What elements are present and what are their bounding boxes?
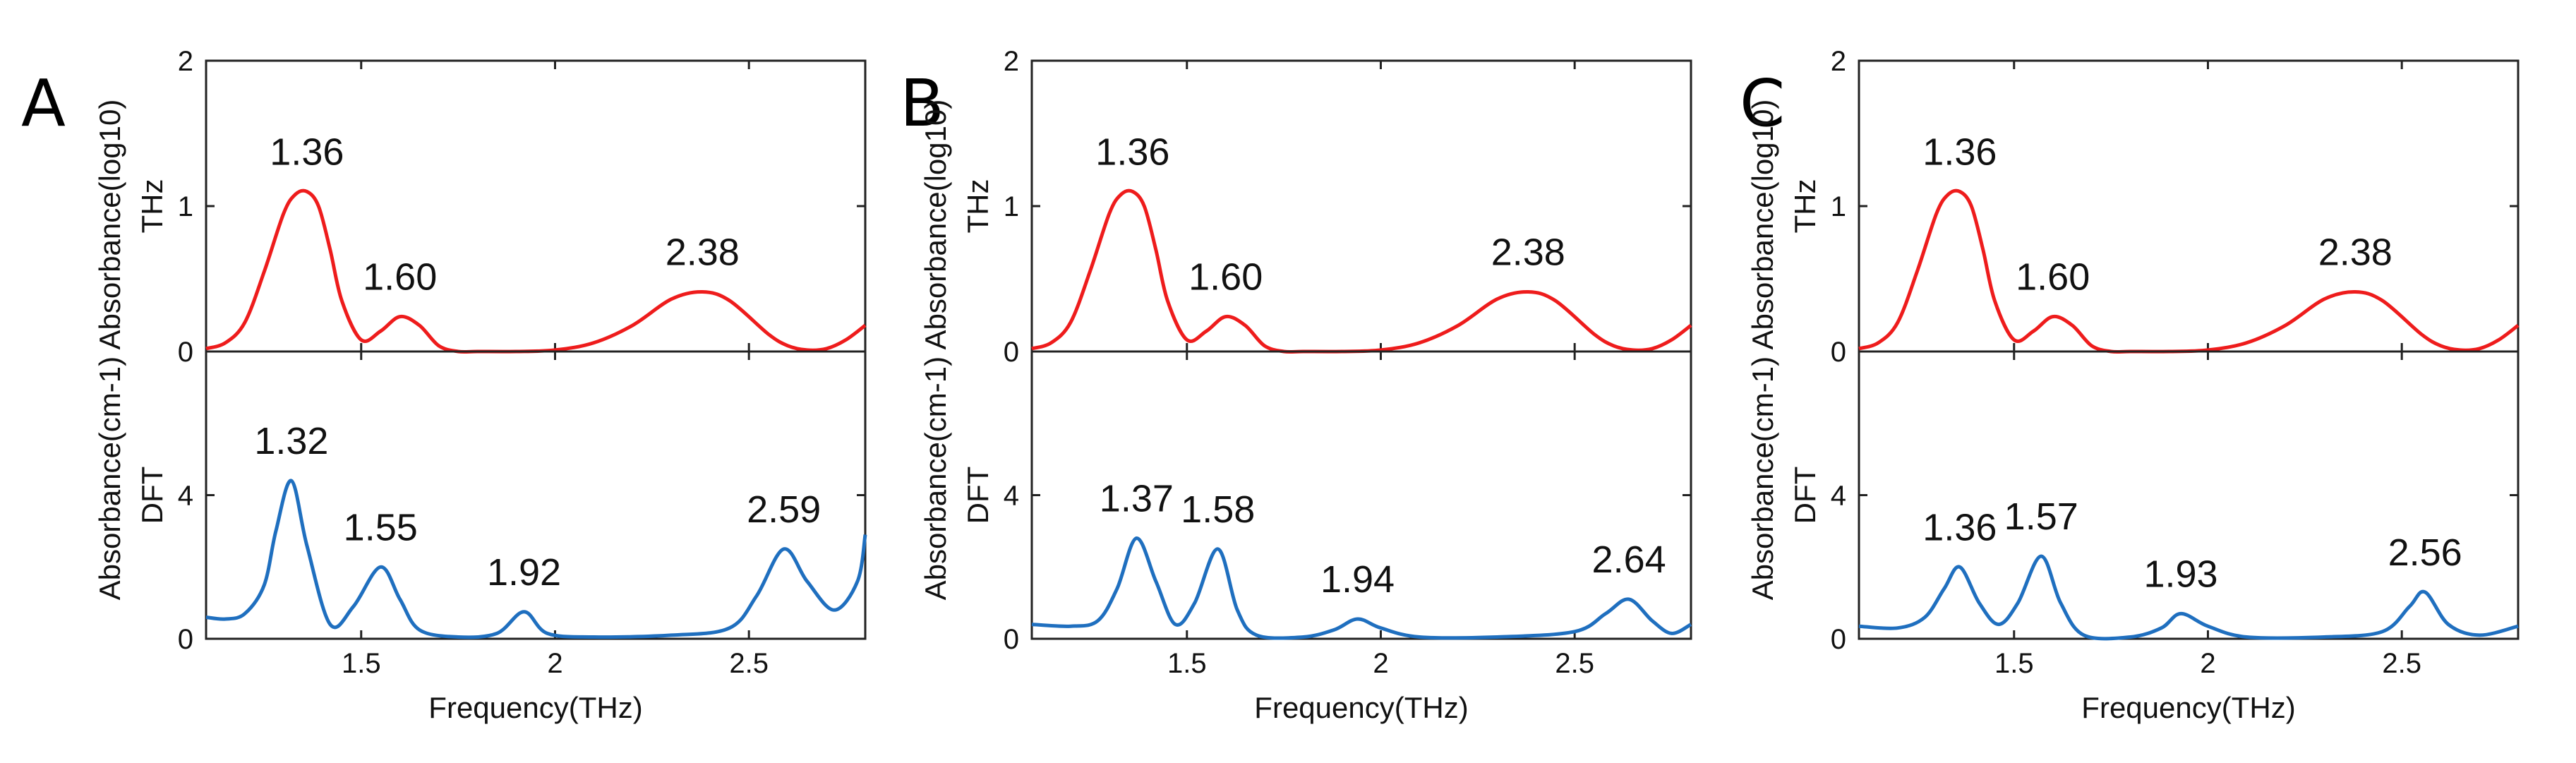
x-tick-label: 1.5 [342,648,381,679]
y-axis-label: THz [136,179,169,234]
y-axis-label-combined: Absorbance(cm-1) Absorbance(log10) [919,100,952,601]
panels: A 0 1 2 THz 1.36 1.60 2.38 0 4 DFT 1.5 2 2.5 1.32 1.55 1… [21,46,2520,724]
peak-label: 1.60 [363,256,437,299]
panel-letter: B [900,66,944,141]
y-axis-label: DFT [961,467,994,524]
peak-label: 2.59 [747,488,821,531]
y-tick-label: 4 [1004,481,1019,512]
subplot-thz: 0 1 2 THz 1.36 1.60 2.38 [961,46,1692,368]
axes-frame [1858,59,2520,353]
peak-label: 2.64 [1592,539,1666,581]
y-tick-label: 0 [178,624,193,655]
peak-label: 1.60 [2016,256,2090,299]
y-tick-label: 4 [1831,481,1846,512]
peak-label: 1.36 [1922,131,1997,173]
chart-panel-b: B 0 1 2 THz 1.36 1.60 2.38 0 4 DFT 1.5 2 2.5 1.37 1.58 1… [900,46,1692,724]
y-tick-label: 0 [1831,337,1846,368]
peak-label: 1.32 [254,420,328,462]
x-tick-label: 2.5 [1555,648,1594,679]
y-tick-label: 2 [1831,46,1846,77]
subplot-dft: 0 4 DFT 1.5 2 2.5 1.36 1.57 1.93 2.56 [1788,350,2520,679]
series-line-dft [205,479,867,639]
peak-label: 2.56 [2388,531,2462,574]
series-line-thz [1031,188,1692,354]
x-tick-label: 2.5 [729,648,769,679]
x-tick-label: 2 [2200,648,2215,679]
y-tick-label: 1 [1004,191,1019,222]
subplot-dft: 0 4 DFT 1.5 2 2.5 1.32 1.55 1.92 2.59 [136,350,867,679]
y-tick-label: 0 [1004,624,1019,655]
peak-label: 2.38 [1491,232,1565,274]
y-axis-label: DFT [136,467,169,524]
subplot-thz: 0 1 2 THz 1.36 1.60 2.38 [1788,46,2520,368]
x-tick-label: 1.5 [1994,648,2034,679]
axes-frame [1030,59,1692,353]
series-line-dft [1031,536,1692,640]
x-tick-label: 2 [1373,648,1388,679]
chart-panel-a: A 0 1 2 THz 1.36 1.60 2.38 0 4 DFT 1.5 2 2.5 1.32 1.55 1… [21,46,867,724]
peak-label: 2.38 [2318,232,2393,274]
y-axis-label-combined: Absorbance(cm-1) Absorbance(log10) [1746,100,1779,601]
peak-label: 1.37 [1100,478,1174,520]
y-axis-label: THz [961,179,994,234]
y-axis-label: THz [1788,179,1822,234]
peak-label: 1.36 [1922,506,1997,548]
peak-label: 1.55 [344,506,418,548]
series-line-dft [1858,554,2519,641]
y-tick-label: 4 [178,481,193,512]
y-tick-label: 0 [178,337,193,368]
series-line-thz [205,188,867,354]
peak-label: 1.93 [2143,553,2217,595]
x-tick-label: 2 [547,648,562,679]
peak-label: 1.94 [1320,558,1395,601]
peak-label: 1.60 [1188,256,1263,299]
subplot-dft: 0 4 DFT 1.5 2 2.5 1.37 1.58 1.94 2.64 [961,350,1692,679]
subplot-thz: 0 1 2 THz 1.36 1.60 2.38 [136,46,867,368]
x-tick-label: 1.5 [1167,648,1207,679]
peak-label: 1.36 [270,131,344,173]
y-tick-label: 0 [1831,624,1846,655]
peak-label: 1.57 [2004,495,2078,538]
peak-label: 1.58 [1181,488,1255,531]
peak-label: 1.36 [1095,131,1169,173]
x-axis-label: Frequency(THz) [2081,691,2295,724]
y-tick-label: 1 [1831,191,1846,222]
x-axis-label: Frequency(THz) [428,691,642,724]
peak-label: 1.92 [487,551,561,594]
y-axis-label: DFT [1788,467,1822,524]
y-tick-label: 2 [178,46,193,77]
panel-letter: A [21,66,66,141]
series-line-thz [1858,188,2520,354]
y-axis-label-combined: Absorbance(cm-1) Absorbance(log10) [93,100,126,601]
y-tick-label: 2 [1004,46,1019,77]
y-tick-label: 1 [178,191,193,222]
y-tick-label: 0 [1004,337,1019,368]
x-axis-label: Frequency(THz) [1254,691,1468,724]
peak-label: 2.38 [666,232,740,274]
axes-frame [205,59,867,353]
panel-letter: C [1740,66,1785,141]
x-tick-label: 2.5 [2382,648,2421,679]
